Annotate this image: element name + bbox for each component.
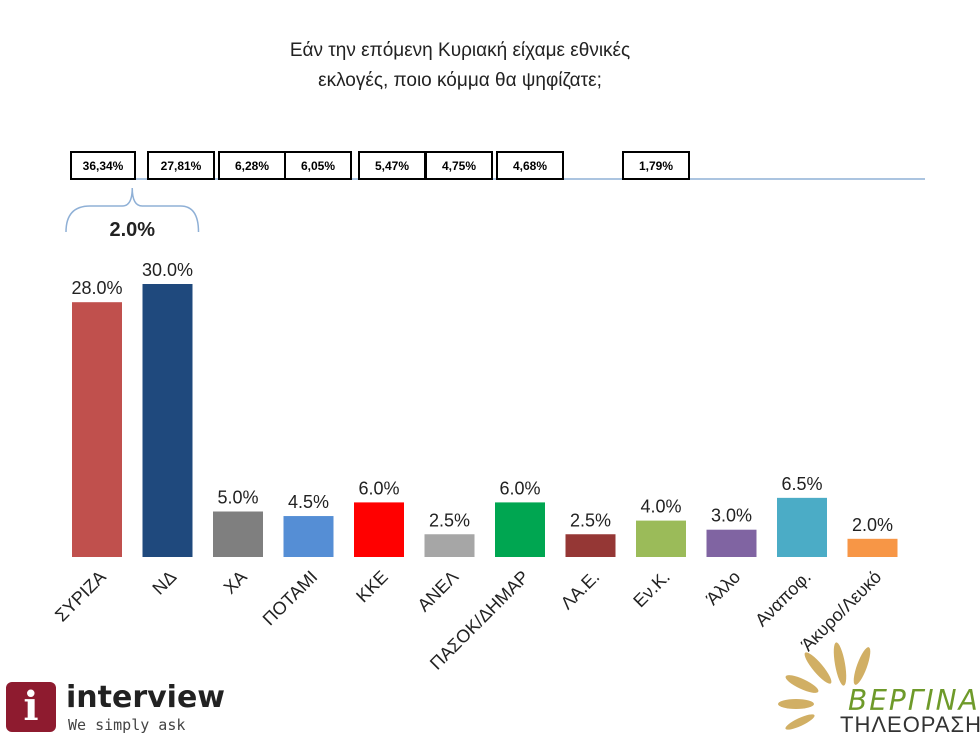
bar-4 <box>354 502 404 557</box>
bar-1 <box>142 284 193 557</box>
previous-result-box <box>284 151 352 180</box>
bar-value-label: 6.5% <box>781 474 822 494</box>
previous-result-label: 6,05% <box>301 159 335 173</box>
interview-logo: i interview We simply ask <box>6 680 225 735</box>
category-label: ΛΑ.Ε. <box>557 567 604 614</box>
previous-result-box <box>425 151 493 180</box>
vergina-tv-logo: ΒΕΡΓΙΝΑ ΤΗΛΕΟΡΑΣΗ <box>770 636 980 737</box>
category-label: Αναποφ. <box>751 567 815 631</box>
bar-8 <box>636 520 686 557</box>
bar-9 <box>706 529 757 557</box>
previous-result-box <box>622 151 690 180</box>
previous-result-label: 6,28% <box>235 159 269 173</box>
previous-result-label: 4,68% <box>513 159 547 173</box>
previous-result-box <box>70 151 136 180</box>
bar-5 <box>424 534 475 557</box>
interview-logo-tagline: We simply ask <box>68 716 186 734</box>
bar-2 <box>213 511 263 557</box>
previous-result-label: 5,47% <box>375 159 409 173</box>
category-label: Εν.Κ. <box>629 567 674 612</box>
bar-value-label: 6.0% <box>358 478 399 498</box>
bar-value-label: 2.5% <box>570 510 611 530</box>
previous-result-box <box>147 151 215 180</box>
gap-brace <box>65 187 200 233</box>
bar-0 <box>72 302 122 557</box>
bar-7 <box>565 534 616 557</box>
previous-result-label: 27,81% <box>161 159 202 173</box>
bar-10 <box>777 497 827 557</box>
bar-11 <box>847 538 898 557</box>
category-label: ΣΥΡΙΖΑ <box>51 567 110 626</box>
bar-value-label: 4.0% <box>640 497 681 517</box>
bar-value-label: 6.0% <box>499 478 540 498</box>
previous-result-label: 36,34% <box>83 159 124 173</box>
bar-value-label: 2.0% <box>852 515 893 535</box>
bar-value-label: 5.0% <box>217 488 258 508</box>
interview-logo-mark <box>6 682 56 732</box>
interview-logo-i: i <box>23 683 39 730</box>
interview-logo-word: interview <box>66 680 226 715</box>
category-label: ΠΟΤΑΜΙ <box>259 567 322 630</box>
vergina-logo-subtitle: ΤΗΛΕΟΡΑΣΗ <box>840 712 980 737</box>
chart-title-line-2: εκλογές, ποιο κόμμα θα ψηφίζατε; <box>318 70 602 91</box>
bar-value-label: 28.0% <box>71 278 122 298</box>
bar-value-label: 4.5% <box>288 492 329 512</box>
category-label: ΧΑ <box>220 567 251 598</box>
bar-value-label: 3.0% <box>711 506 752 526</box>
bar-value-label: 2.5% <box>429 510 470 530</box>
category-label: ΚΚΕ <box>352 567 392 607</box>
previous-result-box <box>496 151 564 180</box>
gap-annotation: 2.0% <box>109 219 155 241</box>
vergina-logo-word: ΒΕΡΓΙΝΑ <box>848 684 980 717</box>
sun-rays-icon <box>778 642 871 730</box>
previous-result-label: 4,75% <box>442 159 476 173</box>
category-label: ΝΔ <box>148 567 180 599</box>
bar-value-label: 30.0% <box>142 260 193 280</box>
chart-title-line-1: Εάν την επόμενη Κυριακή είχαμε εθνικές <box>289 40 631 61</box>
category-label: Άλλο <box>702 567 744 609</box>
bar-3 <box>283 516 334 557</box>
previous-result-label: 1,79% <box>639 159 673 173</box>
bar-6 <box>495 502 545 557</box>
category-label: ΑΝΕΛ <box>414 567 463 616</box>
